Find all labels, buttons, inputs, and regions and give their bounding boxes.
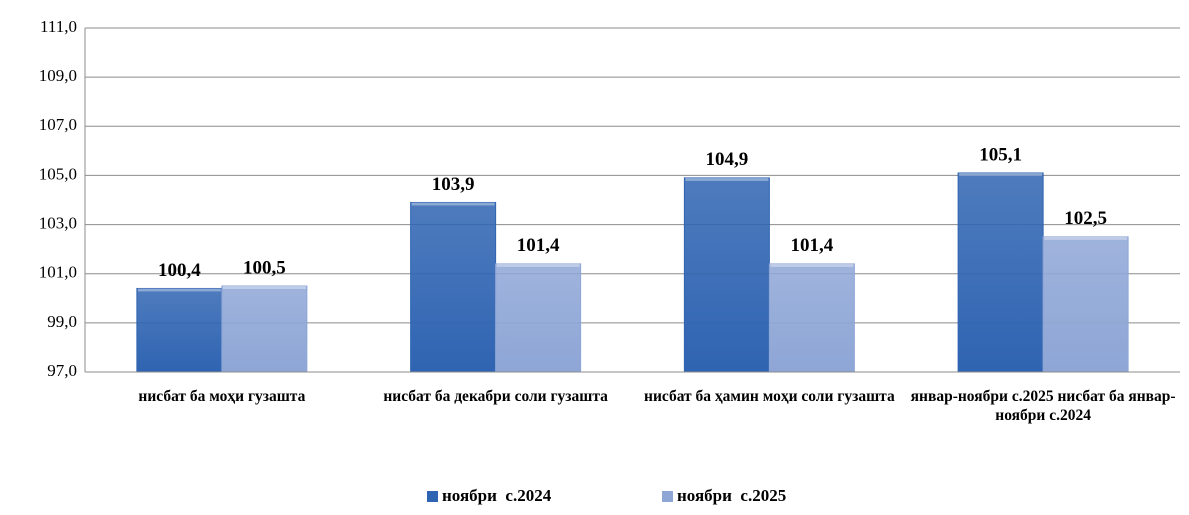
x-tick-label: январ-ноябри с.2025 нисбат ба январ-нояб… <box>910 388 1176 424</box>
bar-highlight <box>411 202 495 206</box>
bar <box>683 177 770 373</box>
legend-swatch <box>427 490 438 502</box>
legend-label: ноябри с.2024 <box>442 486 552 505</box>
data-label: 101,4 <box>791 235 834 256</box>
bar <box>410 201 497 373</box>
data-label: 101,4 <box>517 235 560 256</box>
bar <box>1042 236 1129 373</box>
bar <box>768 263 855 373</box>
y-tick-label: 107,0 <box>39 115 77 134</box>
data-label: 102,5 <box>1064 208 1107 229</box>
x-tick-label: нисбат ба моҳи гузашта <box>138 388 306 405</box>
legend-item: ноябри с.2024 <box>427 486 551 506</box>
legend-item: ноябри с.2025 <box>662 486 786 506</box>
bar-highlight <box>496 263 580 267</box>
data-label: 100,5 <box>243 257 286 278</box>
bar <box>136 287 223 373</box>
bar <box>495 263 582 373</box>
bar-highlight <box>685 177 769 181</box>
legend-swatch <box>662 490 673 502</box>
bar-highlight <box>770 263 854 267</box>
y-tick-label: 97,0 <box>47 361 77 380</box>
y-tick-label: 111,0 <box>40 17 77 36</box>
bar <box>957 172 1044 373</box>
data-label: 104,9 <box>706 149 749 170</box>
data-label: 100,4 <box>158 260 201 281</box>
x-tick-label: нисбат ба ҳамин моҳи соли гузашта <box>644 388 895 405</box>
x-tick-label: нисбат ба декабри соли гузашта <box>383 388 608 405</box>
bar-highlight <box>959 172 1043 176</box>
bar <box>221 285 308 373</box>
bar-highlight <box>1044 236 1128 240</box>
bar-highlight <box>222 286 306 289</box>
y-tick-label: 103,0 <box>39 213 77 232</box>
y-tick-label: 105,0 <box>39 164 77 183</box>
bar-highlight <box>137 288 221 292</box>
y-tick-label: 99,0 <box>47 312 77 331</box>
data-label: 105,1 <box>979 144 1022 165</box>
legend-label: ноябри с.2025 <box>677 486 787 505</box>
y-tick-label: 109,0 <box>39 66 77 85</box>
y-tick-label: 101,0 <box>39 263 77 282</box>
data-label: 103,9 <box>432 174 475 195</box>
